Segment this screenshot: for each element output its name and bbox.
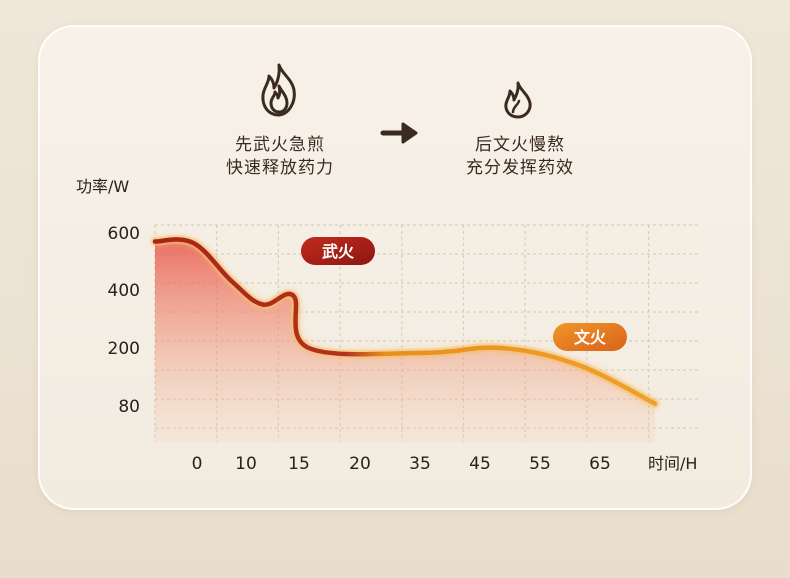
high-heat-badge: 武火 [301,237,375,265]
x-tick-label: 55 [529,454,551,474]
y-axis-title: 功率/W [76,177,129,196]
x-tick-label: 0 [192,454,203,474]
badge-label: 文火 [574,328,607,347]
x-tick-label: 20 [349,454,371,474]
x-tick-label: 45 [469,454,491,474]
x-tick-label: 10 [235,454,257,474]
badge-background [553,323,627,351]
y-axis-ticks: 600 400 200 80 [108,224,140,417]
phase-high-heat-caption: 先武火急煎 快速释放药力 [210,134,350,180]
small-flame-icon [504,81,532,119]
phase-high-heat-line1: 先武火急煎 [235,135,325,155]
x-tick-label: 65 [589,454,611,474]
x-axis-ticks: 0 10 15 20 35 45 55 65 [192,454,611,474]
phase-low-heat-line2: 充分发挥药效 [466,158,574,178]
phase-low-heat-line1: 后文火慢熬 [475,135,565,155]
badge-background [301,237,375,265]
y-tick-label: 80 [118,397,140,417]
x-tick-label: 15 [288,454,310,474]
fire-icon [261,63,296,117]
y-tick-label: 200 [108,339,140,359]
power-curve-line [152,237,658,406]
x-tick-label: 35 [409,454,431,474]
x-axis-title: 时间/H [648,454,697,473]
power-area-fill [155,239,655,442]
y-tick-label: 400 [108,281,140,301]
low-heat-badge: 文火 [553,323,627,351]
arrow-right-icon [380,122,418,144]
y-tick-label: 600 [108,224,140,244]
phase-low-heat-caption: 后文火慢熬 充分发挥药效 [450,134,590,180]
phase-high-heat-line2: 快速释放药力 [226,158,334,178]
badge-label: 武火 [322,242,355,261]
